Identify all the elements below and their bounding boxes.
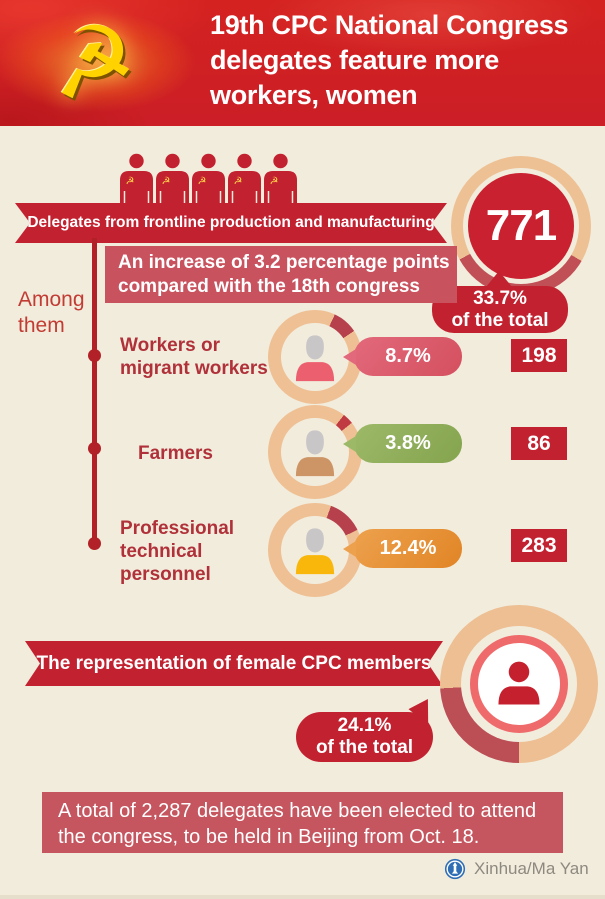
increase-note: An increase of 3.2 percentage points com… <box>105 246 457 303</box>
farmers-donut-hole <box>281 418 349 486</box>
party-emblem-icon: ☭ <box>198 176 207 187</box>
female-portrait-circle <box>470 635 568 733</box>
increase-note-line-1: An increase of 3.2 percentage points <box>118 252 450 273</box>
timeline-line <box>92 238 97 547</box>
callout-pointer-up-icon <box>486 271 512 287</box>
party-emblem-icon: ☭ <box>270 176 279 187</box>
among-line-2: them <box>18 314 65 337</box>
title-line-1: 19th CPC National Congress <box>210 10 569 40</box>
frontline-value-circle: 771 <box>468 173 574 279</box>
frontline-donut-hole: 771 <box>463 168 579 284</box>
party-emblem-icon: ☭ <box>234 176 243 187</box>
female-banner-label: The representation of female CPC members <box>36 652 432 674</box>
bubble-pointer-left-icon <box>343 436 356 452</box>
timeline-dot <box>88 442 101 455</box>
professional-value: 283 <box>521 533 557 557</box>
female-donut-hole <box>461 626 577 742</box>
workers-value-box: 198 <box>511 339 567 372</box>
header-banner: ☭ 19th CPC National Congress delegates f… <box>0 0 605 126</box>
worker-icon: ☭ <box>120 153 153 203</box>
timeline-dot <box>88 537 101 550</box>
xinhua-logo-icon <box>444 858 466 880</box>
female-share-caption: of the total <box>315 737 414 758</box>
frontline-banner: Delegates from frontline production and … <box>15 203 447 243</box>
title-line-3: workers, women <box>210 80 418 110</box>
workers-value: 198 <box>521 343 557 367</box>
row-label-workers: Workers or migrant workers <box>120 335 268 379</box>
worker-icon: ☭ <box>192 153 225 203</box>
professional-donut-chart <box>268 503 362 597</box>
party-emblem-icon: ☭ <box>126 176 135 187</box>
female-share-percent: 24.1% <box>337 715 392 736</box>
workers-percent: 8.7% <box>385 345 431 367</box>
farmers-donut-chart <box>268 405 362 499</box>
frontline-value: 771 <box>485 201 557 250</box>
professional-percent: 12.4% <box>379 537 437 559</box>
professional-percent-bubble: 12.4% <box>343 529 462 568</box>
credit-line: Xinhua/Ma Yan <box>444 858 589 880</box>
farmers-percent: 3.8% <box>385 432 431 454</box>
farmers-percent-bubble: 3.8% <box>343 424 462 463</box>
bottom-edge-strip <box>0 895 605 899</box>
party-emblem-icon: ☭ <box>162 176 171 187</box>
among-them-label: Among them <box>18 287 85 339</box>
worker-icon: ☭ <box>264 153 297 203</box>
title-line-2: delegates feature more <box>210 45 500 75</box>
hammer-and-sickle-icon: ☭ <box>42 3 143 122</box>
farmers-value-box: 86 <box>511 427 567 460</box>
frontline-share-caption: of the total <box>451 309 549 331</box>
person-icon <box>295 335 335 382</box>
timeline-dot <box>88 349 101 362</box>
female-person-icon <box>498 661 540 705</box>
worker-icon: ☭ <box>156 153 189 203</box>
total-note-line-1: A total of 2,287 delegates have been ele… <box>58 800 537 822</box>
total-note-line-2: the congress, to be held in Beijing from… <box>58 826 480 848</box>
female-banner: The representation of female CPC members <box>25 641 443 686</box>
frontline-banner-label: Delegates from frontline production and … <box>27 214 435 231</box>
bubble-pointer-left-icon <box>343 541 356 557</box>
female-donut-chart <box>440 605 598 763</box>
worker-icon: ☭ <box>228 153 261 203</box>
row-label-farmers: Farmers <box>138 443 213 464</box>
workers-donut-hole <box>281 323 349 391</box>
row-label-professional: Professional technical personnel <box>120 518 235 585</box>
person-icon <box>295 528 335 575</box>
bubble-pointer-left-icon <box>343 349 356 365</box>
professional-value-box: 283 <box>511 529 567 562</box>
increase-note-line-2: compared with the 18th congress <box>118 276 420 297</box>
among-line-1: Among <box>18 288 85 311</box>
female-share-callout: 24.1% of the total <box>296 693 441 762</box>
worker-figures-group: ☭ ☭ ☭ ☭ ☭ <box>118 153 298 203</box>
credit-text: Xinhua/Ma Yan <box>474 859 589 878</box>
person-icon <box>295 430 335 477</box>
workers-percent-bubble: 8.7% <box>343 337 462 376</box>
farmers-value: 86 <box>527 431 551 455</box>
frontline-donut-chart: 771 <box>451 156 591 296</box>
page-title: 19th CPC National Congress delegates fea… <box>210 8 600 113</box>
frontline-share-percent: 33.7% <box>473 287 527 309</box>
professional-donut-hole <box>281 516 349 584</box>
total-delegates-note: A total of 2,287 delegates have been ele… <box>42 792 563 853</box>
